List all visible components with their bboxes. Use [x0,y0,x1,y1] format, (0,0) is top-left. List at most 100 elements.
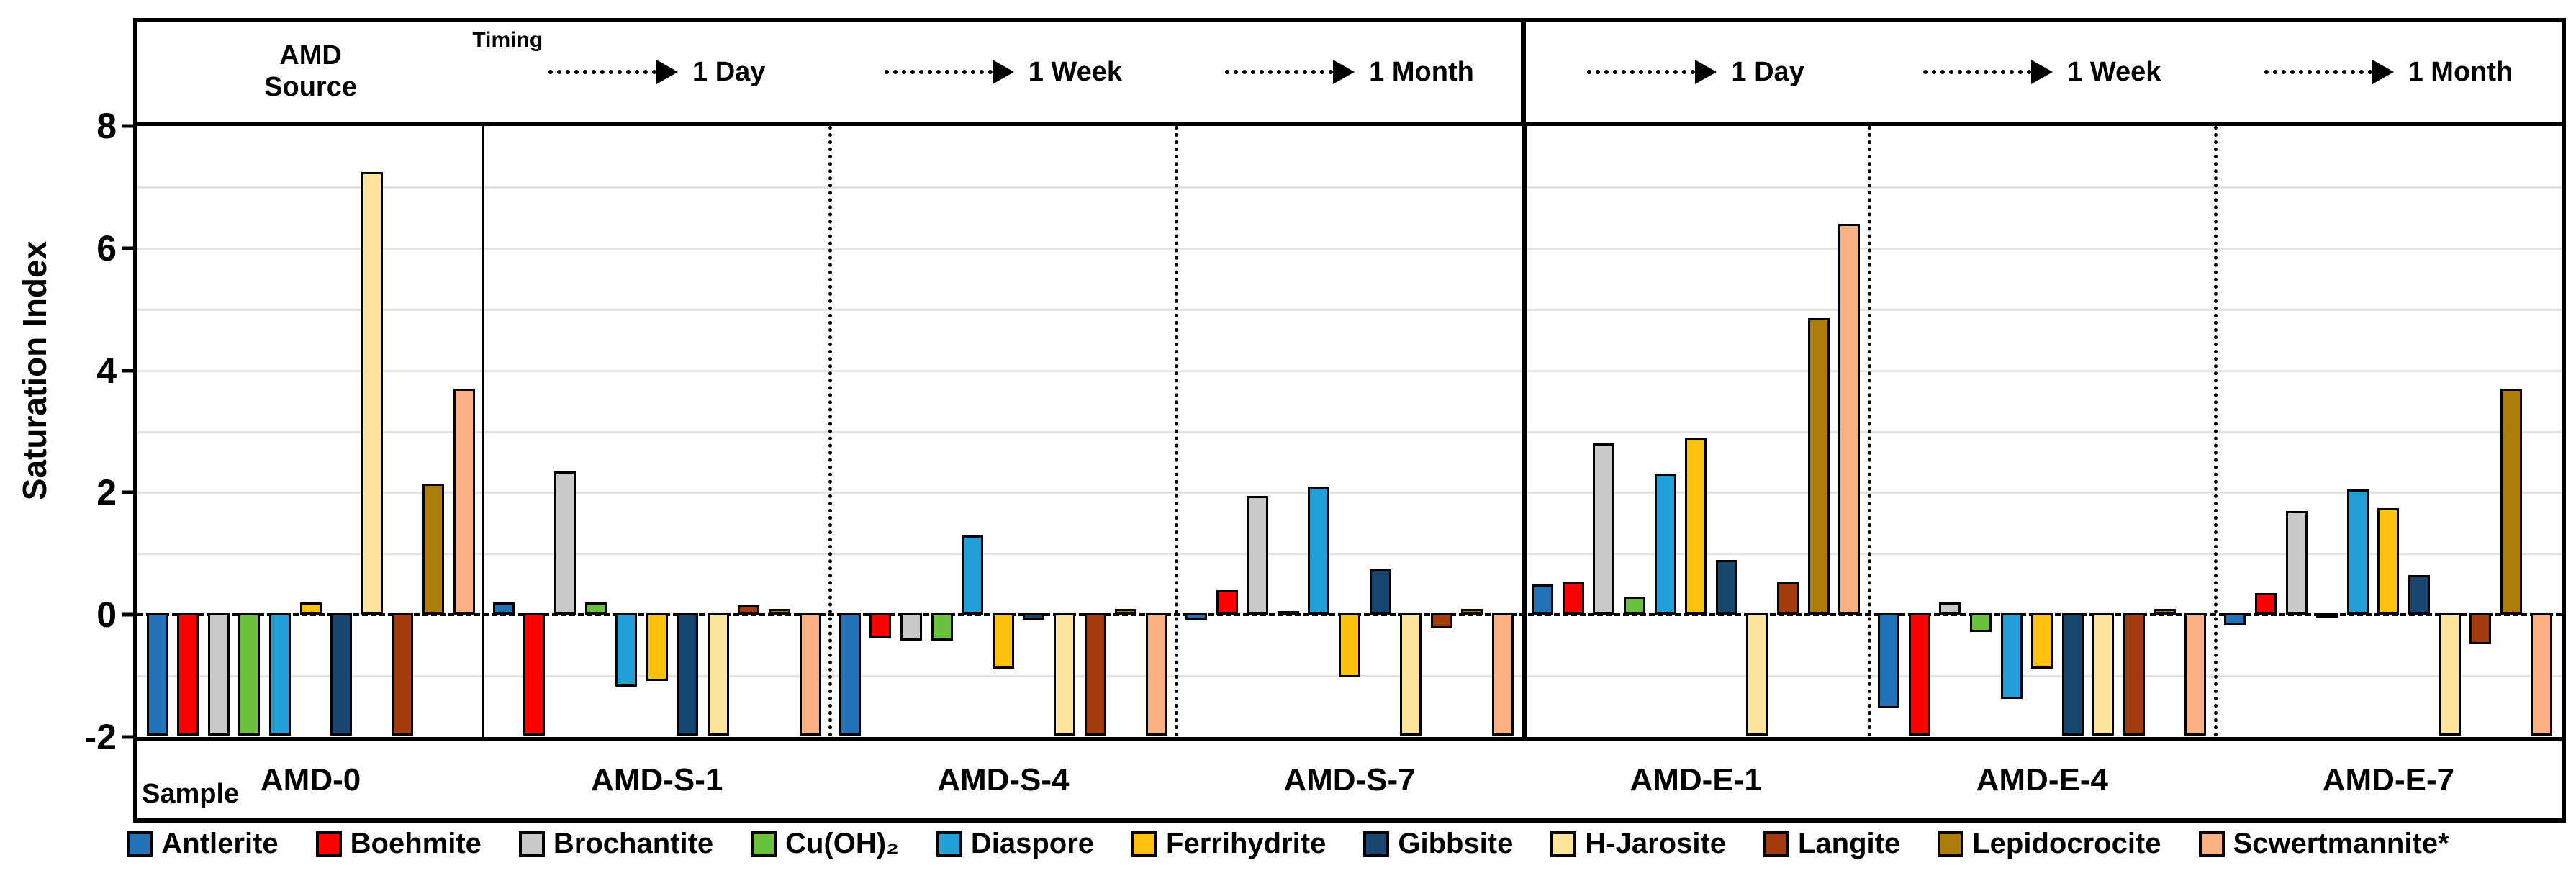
legend-item-Diaspore: Diaspore [936,828,1094,860]
bar-slot [2469,126,2492,737]
bar-slot [1970,126,1992,737]
bar-AMD-E-7-Gibbsite [2408,575,2430,615]
bar-slot [1746,126,1768,737]
legend-label: Cu(OH)₂ [785,828,899,859]
bar-slot [1084,126,1106,737]
sample-label-AMD-0: AMD-0 [260,761,361,797]
bar-slot [1776,126,1799,737]
bar-slot [839,126,861,737]
legend-label: Scwertmannite* [2233,828,2449,859]
bar-slot [2316,126,2338,737]
bar-slot [1562,126,1584,737]
bar-slot [1430,126,1452,737]
bar-slot [1715,126,1737,737]
bar-AMD-S-4-Antlerite [839,613,861,736]
legend-item-Antlerite: Antlerite [127,828,279,860]
bar-AMD-S-7-Brochantite [1247,495,1269,615]
arrow-head [992,60,1014,84]
bar-AMD-E-7-Cu(OH)₂ [2316,613,2338,618]
bar-slot [615,126,638,737]
bar-AMD-E-1-H-Jarosite [1746,613,1768,736]
bar-slot [962,126,984,737]
bar-slot [1878,126,1900,737]
dotted-arrow-icon [1587,60,1717,84]
bar-AMD-S-4-Langite [1084,613,1106,736]
legend-item-Lepidocrocite: Lepidocrocite [1938,828,2161,860]
bar-AMD-S-1-Antlerite [492,602,515,615]
bar-slot [1216,126,1238,737]
bar-AMD-E-4-Langite [2123,613,2146,736]
gridline-7 [137,186,2562,189]
group-divider-dotted [828,126,833,737]
bar-AMD-E-4-Lepidocrocite [2154,608,2176,615]
legend-swatch-icon [1763,831,1789,857]
bar-AMD-0-Brochantite [207,613,230,736]
arrow-line [2264,70,2372,74]
timing-period-label: 1 Week [2067,56,2161,87]
bar-slot [492,126,515,737]
header-section-divider [1520,22,1526,122]
y-tick-label-0: 0 [96,595,117,636]
y-tick-label-4: 4 [96,350,117,391]
y-tick-mark [122,246,133,250]
bar-AMD-S-7-H-Jarosite [1400,613,1422,736]
bar-AMD-0-Diaspore [268,613,291,736]
timing-period-label: 1 Day [1731,56,1804,87]
bar-slot [1461,126,1483,737]
bar-slot [268,126,291,737]
bar-slot [422,126,444,737]
bar-slot [1247,126,1269,737]
group-divider-dotted [1867,126,1871,737]
bar-AMD-S-7-Langite [1430,613,1452,629]
bar-AMD-S-4-Boehmite [869,613,892,638]
bar-slot [361,126,383,737]
header-band: AMD Source Timing 1 Day 1 Week 1 Month 1 Da… [133,18,2566,126]
y-tick-mark [122,490,133,494]
bar-group-AMD-S-7 [1176,126,1522,737]
sample-axis-label: Sample [142,779,240,809]
bar-AMD-S-4-Brochantite [900,613,923,641]
bar-AMD-E-1-Langite [1776,581,1799,615]
bar-AMD-E-7-Boehmite [2255,593,2277,615]
legend-swatch-icon [1550,831,1577,857]
plot-area [133,126,2566,741]
legend-item-Gibbsite: Gibbsite [1363,828,1513,860]
bar-slot [523,126,546,737]
bar-slot [2439,126,2461,737]
bar-slot [677,126,699,737]
dotted-arrow-icon [884,60,1014,84]
legend-item-Brochantite: Brochantite [518,828,713,860]
bar-slot [238,126,261,737]
legend-label: H-Jarosite [1585,828,1726,859]
bar-slot [1685,126,1707,737]
timing-period-label: 1 Week [1028,56,1122,87]
arrow-line [548,70,656,74]
legend-label: Antlerite [161,828,279,859]
bar-AMD-S-4-Ferrihydrite [992,613,1014,669]
bar-AMD-S-7-Lepidocrocite [1461,608,1483,615]
bar-AMD-S-1-H-Jarosite [707,613,729,736]
bar-AMD-0-Antlerite [146,613,168,736]
arrow-head [2031,60,2053,84]
bar-AMD-S-4-Diaspore [962,535,984,615]
bar-slot [1338,126,1360,737]
bar-AMD-E-7-Langite [2469,613,2492,644]
bar-slot [1115,126,1137,737]
sample-label-AMD-S-1: AMD-S-1 [591,761,723,797]
bar-group-AMD-S-4 [830,126,1176,737]
bar-slot [900,126,923,737]
bar-AMD-E-7-Lepidocrocite [2500,389,2522,615]
timing-label: Timing [468,28,548,53]
dotted-arrow-icon [2264,60,2394,84]
bar-slot [1593,126,1615,737]
bar-AMD-0-Ferrihydrite [299,602,322,615]
bar-AMD-E-7-H-Jarosite [2439,613,2461,736]
legend-item-Langite: Langite [1763,828,1900,860]
plot-inner [137,126,2562,737]
group-divider-dotted [2213,126,2218,737]
y-tick-label-8: 8 [96,106,117,146]
bar-slot [1185,126,1208,737]
bar-AMD-0-Scwertmannite* [453,389,475,615]
bar-AMD-0-H-Jarosite [361,171,383,615]
legend-label: Lepidocrocite [1972,828,2161,859]
